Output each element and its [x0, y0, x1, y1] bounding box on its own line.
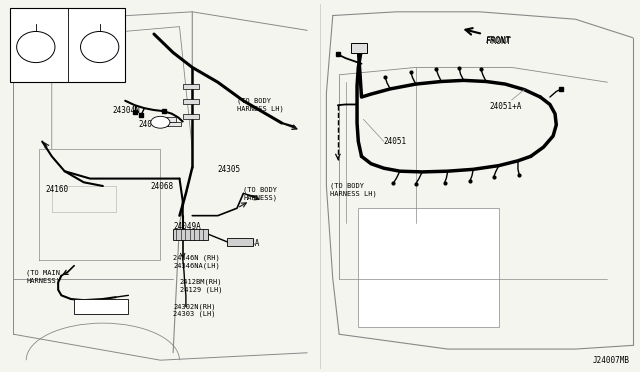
Bar [182, 114, 198, 119]
Text: (TO BODY
HARNESS LH): (TO BODY HARNESS LH) [330, 183, 376, 197]
Bar [74, 299, 129, 314]
Text: 2404903: 2404903 [138, 121, 170, 129]
Bar [164, 117, 176, 122]
Text: 24305: 24305 [218, 165, 241, 174]
Bar [173, 229, 208, 240]
Text: (TO BODY
HARNESS): (TO BODY HARNESS) [243, 186, 277, 201]
Text: FRONT: FRONT [486, 36, 511, 45]
Bar [227, 238, 253, 246]
Bar [10, 8, 125, 82]
Ellipse shape [17, 32, 55, 62]
Text: J24007MB: J24007MB [593, 356, 630, 365]
Bar [182, 84, 198, 89]
Ellipse shape [151, 116, 170, 128]
Text: 24160: 24160 [45, 185, 68, 194]
Bar [168, 122, 180, 126]
Text: 24346N (RH)
24346NA(LH): 24346N (RH) 24346NA(LH) [173, 255, 220, 269]
Text: 24051: 24051 [384, 137, 407, 146]
Text: (TO MAIN
HARNESS): (TO MAIN HARNESS) [26, 270, 60, 284]
Text: 24269W: 24269W [86, 13, 113, 22]
Text: 2412BM(RH)
24129 (LH): 2412BM(RH) 24129 (LH) [179, 279, 222, 293]
Text: 24049BA: 24049BA [227, 239, 260, 248]
Text: 24058J: 24058J [22, 13, 50, 22]
Text: FRONT: FRONT [486, 37, 511, 46]
Text: 24068: 24068 [151, 182, 174, 190]
Text: 24302N(RH)
24303 (LH): 24302N(RH) 24303 (LH) [173, 303, 216, 317]
Bar [358, 208, 499, 327]
Text: 24304N: 24304N [113, 106, 140, 115]
Bar [182, 99, 198, 104]
Text: 24049A: 24049A [173, 222, 201, 231]
Text: 24051+A: 24051+A [489, 102, 522, 111]
Bar [351, 43, 367, 53]
Ellipse shape [81, 32, 119, 62]
Text: (TO BODY
HARNESS LH): (TO BODY HARNESS LH) [237, 97, 284, 112]
